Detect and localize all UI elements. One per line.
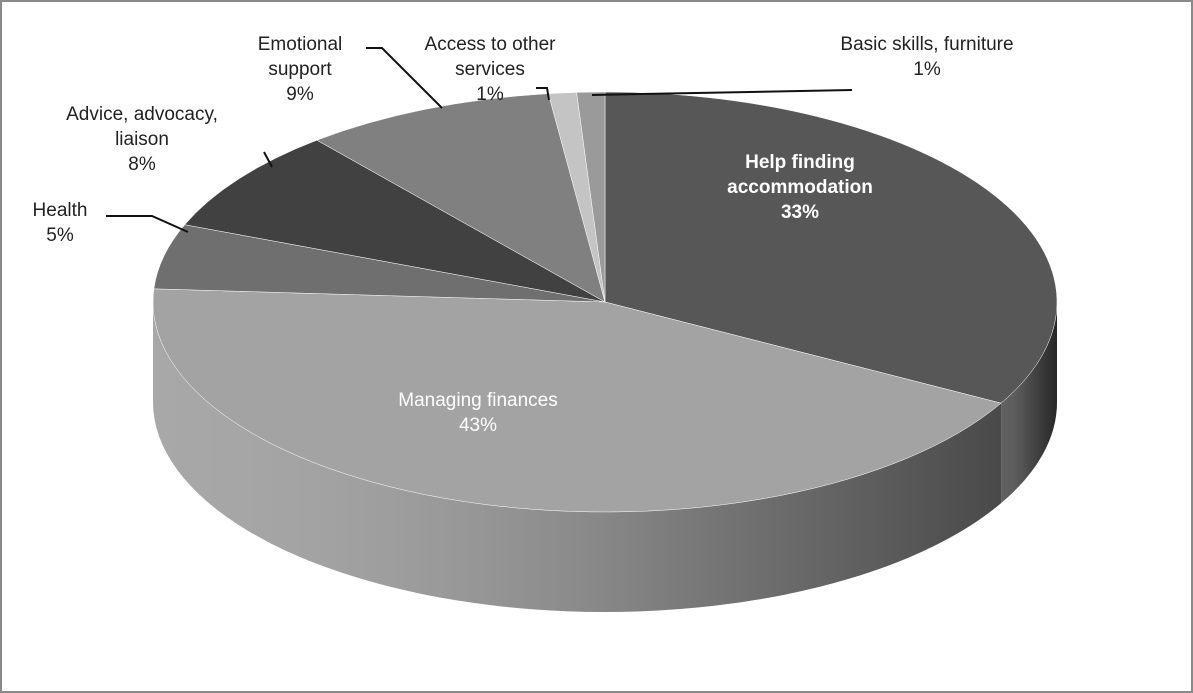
value-label: 5% (46, 225, 74, 246)
slice-label: Emotional support 9% (240, 32, 360, 107)
value-label: 8% (128, 154, 156, 175)
pie-sides (153, 302, 1057, 612)
slice-label: Help finding accommodation 33% (690, 150, 910, 225)
value-label: 33% (780, 202, 820, 223)
value-label: 9% (286, 84, 314, 105)
slice-label: Advice, advocacy, liaison 8% (42, 102, 242, 177)
slice-label: Health 5% (10, 198, 110, 248)
leader-line (263, 151, 273, 168)
category-label: Access to other services (424, 34, 556, 80)
pie-side-shade (1001, 302, 1057, 504)
pie-slice (604, 91, 1058, 404)
pie-tops (152, 91, 1058, 513)
slice-label: Managing finances 43% (388, 388, 568, 438)
slice-label: Access to other services 1% (395, 32, 585, 107)
value-label: 1% (913, 59, 941, 80)
leader-line (366, 47, 443, 109)
slice-label: Basic skills, furniture 1% (832, 32, 1022, 82)
pie-slice (153, 224, 606, 303)
category-label: Emotional support (257, 34, 343, 80)
leader-line (536, 87, 550, 101)
category-label: Basic skills, furniture (840, 34, 1014, 55)
pie-slice (316, 93, 606, 303)
pie-side-shade (153, 302, 1002, 612)
value-label: 43% (458, 415, 498, 436)
leader-lines (106, 47, 853, 233)
pie-slice (576, 91, 606, 303)
category-label: Health (32, 200, 88, 221)
leader-line (106, 215, 189, 233)
pie-slice (152, 288, 1002, 513)
category-label: Managing finances (398, 390, 558, 411)
value-label: 1% (476, 84, 504, 105)
category-label: Advice, advocacy, liaison (66, 104, 218, 150)
pie-slice (184, 139, 606, 303)
category-label: Help finding accommodation (727, 152, 873, 198)
leader-line (591, 89, 853, 96)
